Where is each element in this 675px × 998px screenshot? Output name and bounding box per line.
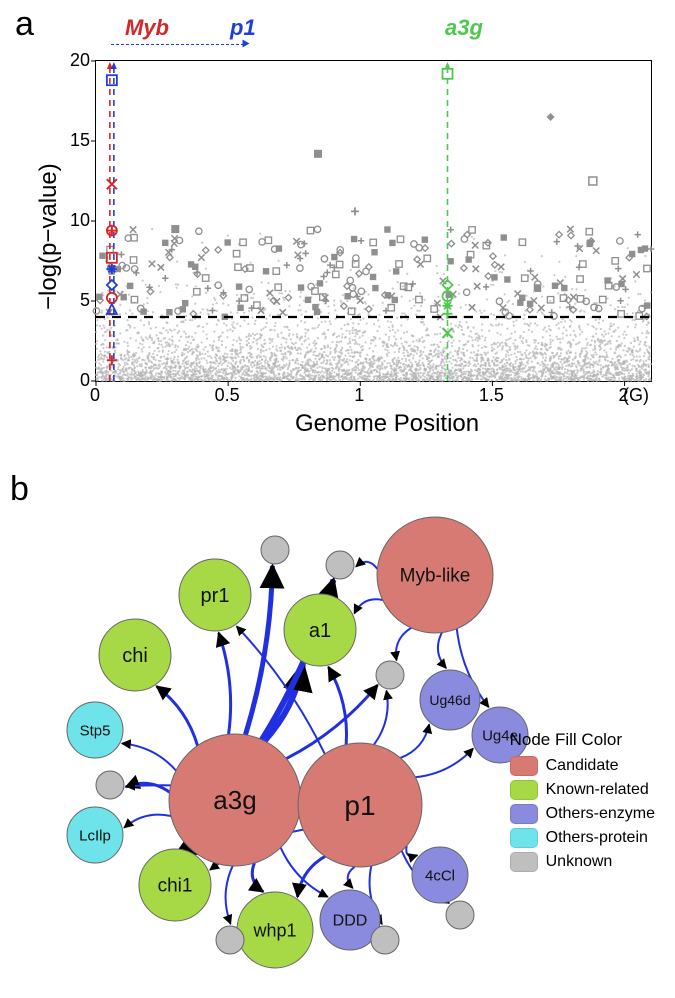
svg-text:Myb-like: Myb-like [400, 566, 471, 587]
legend-row: Candidate [510, 756, 655, 776]
legend-label: Others-enzyme [546, 805, 655, 823]
legend-row: Known-related [510, 780, 655, 800]
legend-label: Unknown [546, 853, 613, 871]
gene-label-a3g: a3g [445, 15, 483, 41]
svg-text:pr1: pr1 [201, 585, 230, 607]
svg-text:LcIlp: LcIlp [79, 827, 111, 844]
legend-swatch [510, 828, 538, 848]
xtick: 1.5 [476, 385, 506, 406]
manhattan-plot [95, 60, 652, 382]
figure: a Myb p1 a3g −log(p−value) Genome Positi… [10, 10, 665, 970]
legend-title: Node Fill Color [510, 730, 655, 750]
ylabel-a: −log(p−value) [35, 163, 63, 310]
gene-label-p1: p1 [230, 15, 256, 41]
legend-b: Node Fill Color Candidate Known-related Ot… [510, 730, 655, 876]
ytick: 5 [65, 290, 90, 311]
ytick: 10 [65, 210, 90, 231]
svg-text:DDD: DDD [333, 913, 368, 930]
svg-text:Ug46d: Ug46d [429, 692, 470, 708]
legend-swatch [510, 756, 538, 776]
panel-a: a Myb p1 a3g −log(p−value) Genome Positi… [25, 10, 665, 450]
svg-text:a3g: a3g [213, 785, 256, 815]
legend-swatch [510, 804, 538, 824]
legend-swatch [510, 852, 538, 872]
svg-text:a1: a1 [309, 620, 331, 642]
legend-row: Others-enzyme [510, 804, 655, 824]
legend-swatch [510, 780, 538, 800]
manhattan-svg [96, 61, 651, 381]
legend-label: Known-related [546, 781, 649, 799]
legend-row: Unknown [510, 852, 655, 872]
svg-text:4cCl: 4cCl [425, 867, 455, 884]
network-svg: a3gp1Myb-likea1pr1chichi1whp1Ug46dUg4e4c… [40, 480, 560, 970]
xtick: 1 [344, 385, 374, 406]
svg-text:chi1: chi1 [158, 876, 193, 897]
panel-b: b a3gp1Myb-likea1pr1chichi1whp1Ug46dUg4e… [10, 470, 665, 970]
p1-leader [111, 44, 244, 45]
svg-text:p1: p1 [344, 790, 375, 821]
svg-text:whp1: whp1 [252, 920, 296, 940]
legend-label: Others-protein [546, 829, 648, 847]
panel-a-label: a [15, 5, 34, 44]
legend-row: Others-protein [510, 828, 655, 848]
panel-b-label: b [10, 470, 29, 509]
legend-label: Candidate [546, 757, 619, 775]
svg-text:Stp5: Stp5 [80, 722, 111, 739]
xtick: 2 [609, 385, 639, 406]
ytick: 20 [65, 50, 90, 71]
xlabel-a: Genome Position [295, 410, 479, 438]
gene-label-myb: Myb [125, 15, 169, 41]
xtick: 0.5 [212, 385, 242, 406]
xtick: 0 [80, 385, 110, 406]
svg-text:chi: chi [122, 645, 148, 667]
ytick: 15 [65, 130, 90, 151]
